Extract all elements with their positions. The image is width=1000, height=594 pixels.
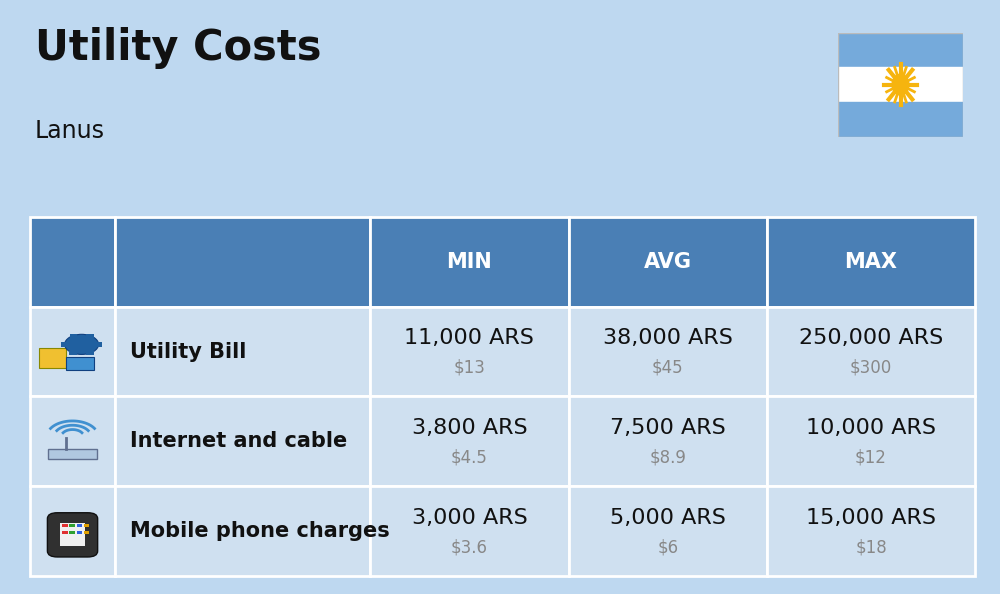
Text: $13: $13 (453, 359, 485, 377)
Bar (115, 307, 370, 397)
Bar (370, 307, 569, 397)
Bar (48, 448, 97, 459)
Text: MAX: MAX (845, 252, 898, 271)
Bar (767, 307, 975, 397)
Text: 15,000 ARS: 15,000 ARS (806, 508, 936, 528)
Text: 38,000 ARS: 38,000 ARS (603, 328, 733, 348)
Text: $8.9: $8.9 (649, 448, 686, 467)
Bar (86, 333, 94, 338)
Bar (569, 397, 767, 486)
Text: $45: $45 (652, 359, 684, 377)
Text: Mobile phone charges: Mobile phone charges (130, 522, 390, 541)
Bar (95, 342, 102, 346)
Bar (115, 217, 370, 307)
Text: $3.6: $3.6 (451, 538, 488, 557)
Text: Internet and cable: Internet and cable (130, 431, 348, 451)
Bar (30, 486, 115, 576)
Bar (115, 397, 370, 486)
Bar (30, 397, 115, 486)
Bar (62, 531, 68, 534)
Bar (838, 67, 963, 102)
Bar (838, 102, 963, 137)
Text: 11,000 ARS: 11,000 ARS (404, 328, 534, 348)
Circle shape (65, 334, 99, 355)
Text: $6: $6 (657, 538, 678, 557)
Bar (569, 307, 767, 397)
Bar (569, 217, 767, 307)
Text: $18: $18 (855, 538, 887, 557)
Text: 10,000 ARS: 10,000 ARS (806, 418, 936, 438)
Text: 7,500 ARS: 7,500 ARS (610, 418, 726, 438)
Bar (77, 524, 82, 527)
Text: 3,000 ARS: 3,000 ARS (412, 508, 527, 528)
Text: $12: $12 (855, 448, 887, 467)
Bar (62, 524, 68, 527)
Bar (370, 486, 569, 576)
Text: 3,800 ARS: 3,800 ARS (412, 418, 527, 438)
Bar (767, 397, 975, 486)
Text: Lanus: Lanus (35, 119, 105, 143)
Text: Utility Costs: Utility Costs (35, 27, 322, 69)
FancyBboxPatch shape (47, 513, 98, 557)
Bar (69, 351, 77, 355)
Bar (84, 524, 89, 527)
Circle shape (892, 74, 909, 95)
Text: $4.5: $4.5 (451, 448, 488, 467)
Bar (30, 217, 115, 307)
Text: Utility Bill: Utility Bill (130, 342, 247, 362)
Text: MIN: MIN (447, 252, 492, 271)
Text: AVG: AVG (644, 252, 692, 271)
Bar (70, 333, 77, 338)
Bar (115, 486, 370, 576)
Bar (767, 217, 975, 307)
Bar (69, 531, 75, 534)
Text: 250,000 ARS: 250,000 ARS (799, 328, 943, 348)
Bar (69, 524, 75, 527)
Bar (569, 486, 767, 576)
Text: 5,000 ARS: 5,000 ARS (610, 508, 726, 528)
Text: $300: $300 (850, 359, 892, 377)
Bar (84, 531, 89, 534)
Bar (61, 342, 68, 346)
Bar (30, 307, 115, 397)
Bar (370, 397, 569, 486)
Bar (60, 523, 85, 546)
Bar (838, 33, 963, 67)
Bar (66, 357, 94, 369)
Bar (86, 351, 94, 355)
Bar (39, 348, 66, 368)
Bar (77, 531, 82, 534)
Bar (767, 486, 975, 576)
Bar (370, 217, 569, 307)
